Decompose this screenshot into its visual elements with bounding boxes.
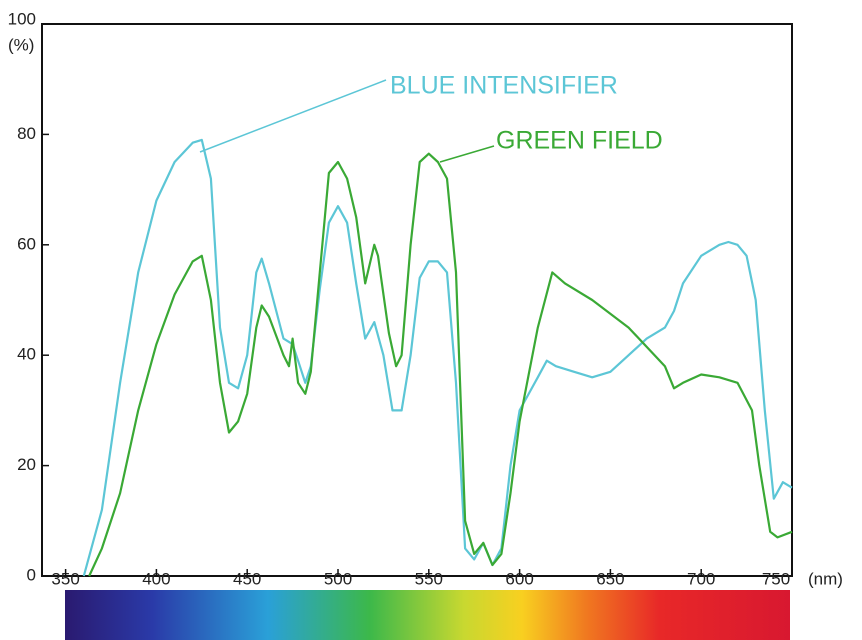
y-tick-label: 100	[8, 9, 36, 28]
x-tick-label: 350	[51, 569, 79, 588]
x-tick-label: 650	[596, 569, 624, 588]
x-unit: (nm)	[808, 569, 843, 588]
series-line	[82, 138, 793, 577]
y-tick-label: 20	[17, 455, 36, 474]
x-tick-label: 400	[142, 569, 170, 588]
leader-line	[439, 145, 495, 163]
y-tick-label: 0	[27, 565, 36, 584]
x-tick-label: 700	[687, 569, 715, 588]
y-tick-label: 40	[17, 345, 36, 364]
x-tick-label: 450	[233, 569, 261, 588]
series-label: GREEN FIELD	[496, 127, 663, 155]
series-line	[88, 152, 793, 577]
x-tick-label: 500	[324, 569, 352, 588]
x-tick-label: 550	[415, 569, 443, 588]
plot-frame	[41, 23, 793, 577]
y-unit: (%)	[8, 35, 34, 54]
leader-line	[199, 79, 387, 153]
series-label: BLUE INTENSIFIER	[390, 72, 618, 100]
x-tick-label: 600	[505, 569, 533, 588]
y-tick-label: 60	[17, 234, 36, 253]
y-tick-label: 80	[17, 124, 36, 143]
x-tick-label: 750	[762, 569, 790, 588]
spectrum-bar	[65, 590, 790, 640]
